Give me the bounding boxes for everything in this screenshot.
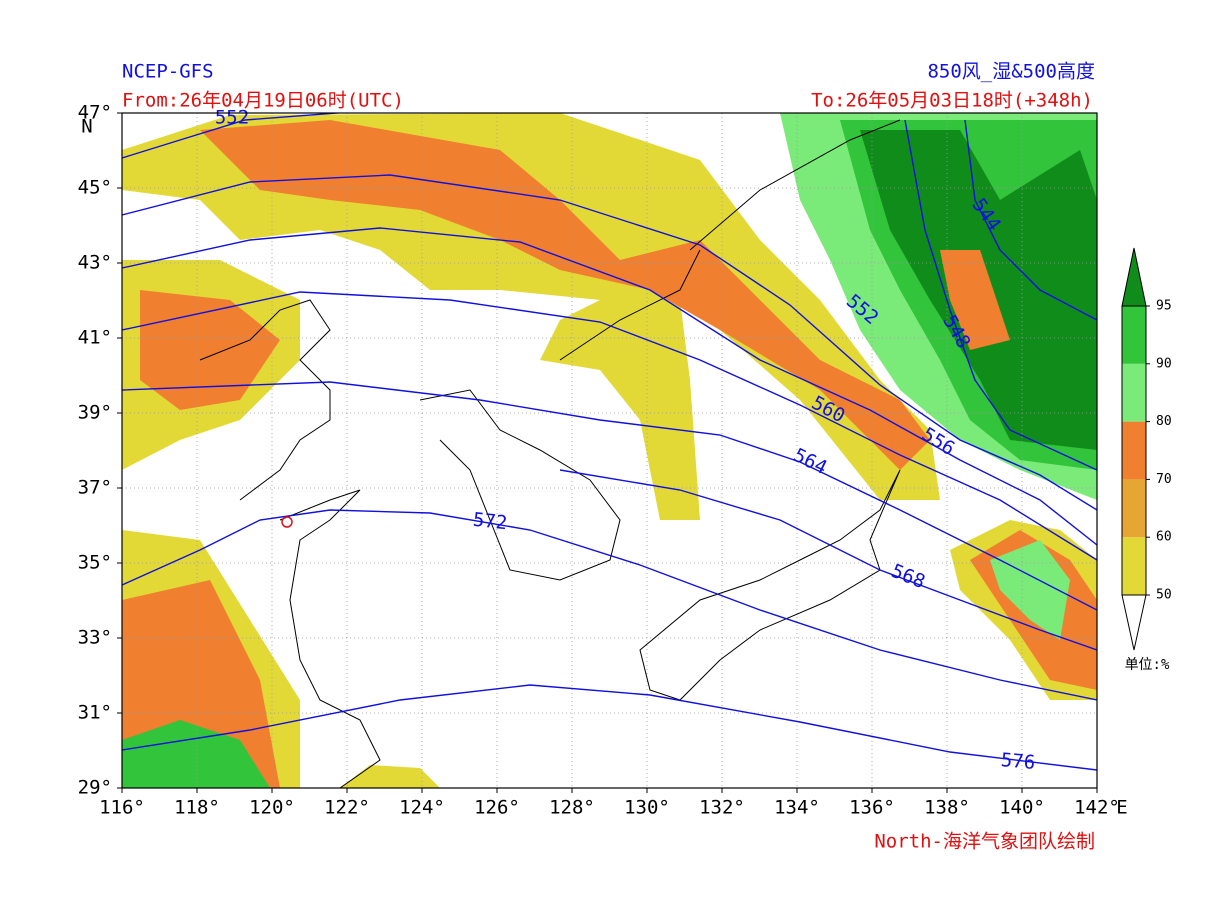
y-tick-label: 35° xyxy=(78,552,112,574)
y-tick-label: 33° xyxy=(78,627,112,649)
colorbar-segment xyxy=(1122,421,1146,480)
contour-line xyxy=(122,174,1097,511)
axes: 116° 118° 120° 122° 124° 126° 128° 130° 132° 134°… xyxy=(78,102,1128,819)
product: 850风_湿&500高度 xyxy=(927,61,1095,83)
location-marker xyxy=(281,516,293,528)
x-tick-label: 120° xyxy=(249,797,295,819)
contour-line xyxy=(122,113,347,159)
colorbar-label: 95 xyxy=(1156,299,1172,314)
colorbar-label: 60 xyxy=(1156,530,1172,545)
colorbar-segment xyxy=(1122,363,1146,422)
x-axis-unit: E xyxy=(1116,797,1127,819)
humidity-area xyxy=(122,720,270,788)
from-time: From:26年04月19日06时(UTC) xyxy=(122,90,404,112)
x-tick-label: 140° xyxy=(999,797,1045,819)
contour-line xyxy=(559,469,1097,651)
contour-line xyxy=(122,684,1097,771)
y-tick-label: 47° xyxy=(78,102,112,124)
x-tick-label: 128° xyxy=(549,797,595,819)
contour-line xyxy=(122,381,1097,611)
colorbar-unit: 单位:% xyxy=(1125,657,1170,673)
y-tick-label: 45° xyxy=(78,177,112,199)
colorbar-label: 50 xyxy=(1156,588,1172,603)
y-axis-unit: N xyxy=(81,116,92,138)
contour-label: 576 xyxy=(1000,749,1036,774)
contour-line xyxy=(122,509,1097,701)
source: NCEP-GFS xyxy=(122,61,214,83)
to-time: To:26年05月03日18时(+348h) xyxy=(811,90,1093,112)
contour-line xyxy=(122,291,1097,561)
y-tick-label: 41° xyxy=(78,327,112,349)
coastlines xyxy=(199,119,901,788)
x-tick-label: 138° xyxy=(924,797,970,819)
plot-frame xyxy=(121,112,1098,789)
contour-line xyxy=(904,119,1097,471)
x-tick-label: 116° xyxy=(99,797,145,819)
humidity-area xyxy=(340,765,440,788)
humidity-area xyxy=(122,113,940,520)
colorbar-segment xyxy=(1122,537,1146,595)
height-contours xyxy=(122,113,1097,771)
x-tick-label: 126° xyxy=(474,797,520,819)
x-tick-label: 130° xyxy=(624,797,670,819)
x-tick-label: 118° xyxy=(174,797,220,819)
x-tick-label: 134° xyxy=(774,797,820,819)
x-tick-label: 136° xyxy=(849,797,895,819)
colorbar-frame xyxy=(1121,305,1147,596)
colorbar-segment xyxy=(1122,479,1146,538)
y-tick-label: 37° xyxy=(78,477,112,499)
colorbar-label: 70 xyxy=(1156,472,1172,487)
contour-line xyxy=(122,227,1097,546)
contour-label: 552 xyxy=(215,107,249,129)
contour-line xyxy=(964,119,1097,321)
x-tick-label: 122° xyxy=(324,797,370,819)
x-tick-label: 124° xyxy=(399,797,445,819)
colorbar-extend xyxy=(1121,247,1147,307)
humidity-field xyxy=(122,113,1097,788)
contour-label: 572 xyxy=(472,509,508,534)
colorbar-segment xyxy=(1122,306,1146,364)
graticule xyxy=(122,113,1097,788)
colorbar-label: 90 xyxy=(1156,356,1172,371)
y-tick-label: 39° xyxy=(78,402,112,424)
contour-label: 568 xyxy=(888,560,928,593)
humidity-area xyxy=(140,290,280,410)
colorbar-extend xyxy=(1121,594,1147,651)
credit: North-海洋气象团队绘制 xyxy=(874,831,1095,853)
x-tick-label: 132° xyxy=(699,797,745,819)
humidity-area xyxy=(200,120,930,470)
y-tick-label: 43° xyxy=(78,252,112,274)
x-tick-label: 142° xyxy=(1074,797,1120,819)
colorbar-label: 80 xyxy=(1156,414,1172,429)
humidity-area xyxy=(940,250,1010,350)
y-tick-label: 31° xyxy=(78,702,112,724)
colorbar: 50 60 70 80 90 95 xyxy=(1121,247,1172,651)
y-tick-label: 29° xyxy=(78,777,112,799)
